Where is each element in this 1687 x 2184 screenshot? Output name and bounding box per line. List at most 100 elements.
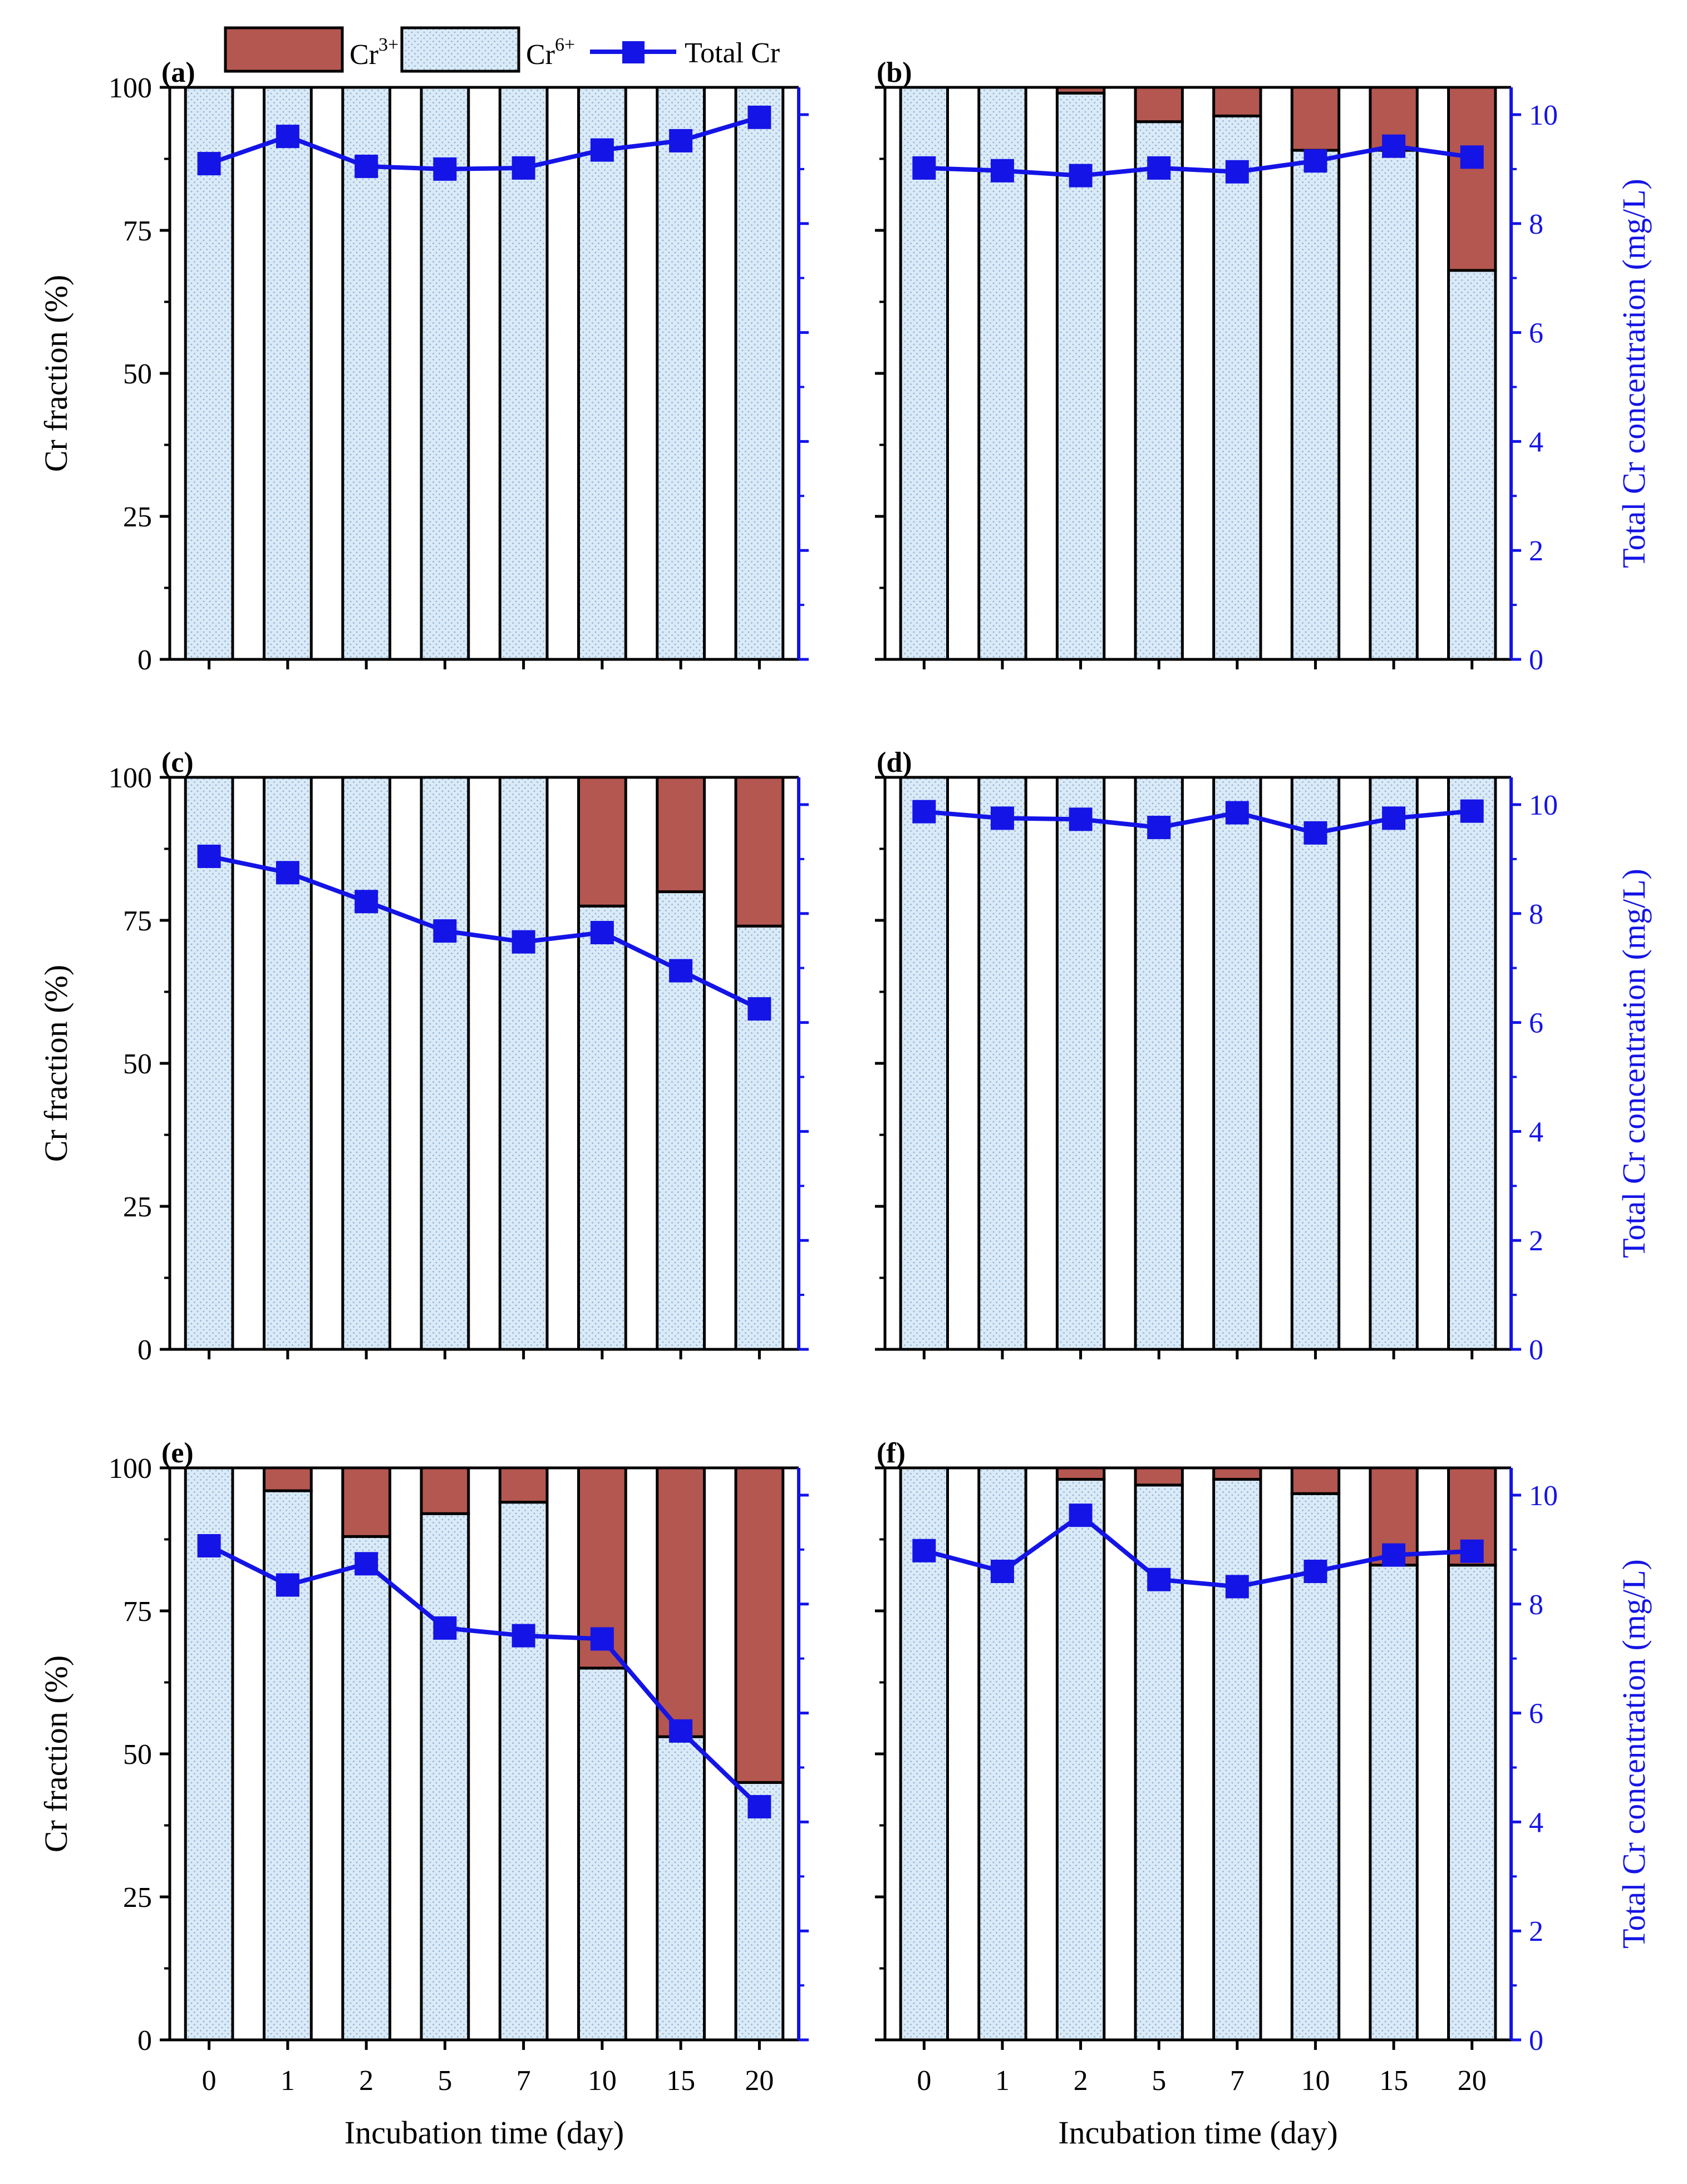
- x-tick-label: 2: [359, 2065, 373, 2097]
- right-axis-title: Total Cr concentration (mg/L): [1616, 869, 1652, 1258]
- bar-cr3: [656, 776, 706, 894]
- right-axis-title: Total Cr concentration (mg/L): [1616, 179, 1652, 568]
- bar-cr6: [341, 1535, 391, 2042]
- right-tick-label: 10: [1529, 100, 1558, 131]
- left-tick-label: 25: [123, 1191, 152, 1223]
- bar-cr6: [1290, 1492, 1341, 2042]
- bar-cr6: [977, 776, 1027, 1351]
- bar-cr6: [498, 1501, 549, 2042]
- left-axis-title: Cr fraction (%): [38, 965, 74, 1162]
- total-cr-point: [1382, 1543, 1406, 1567]
- right-tick-label: 0: [1529, 644, 1543, 676]
- legend-label-total: Total Cr: [685, 37, 780, 69]
- total-cr-point: [912, 800, 936, 824]
- x-tick-label: 7: [517, 2065, 531, 2097]
- total-cr-line: [208, 1544, 761, 1808]
- total-cr-point: [669, 129, 693, 152]
- x-axis-title: Incubation time (day): [1058, 2114, 1338, 2151]
- total-cr-point: [1460, 1539, 1484, 1563]
- bar-cr6: [1369, 1564, 1419, 2042]
- bar-cr3: [1212, 1466, 1262, 1481]
- right-tick-label: 8: [1529, 209, 1543, 240]
- bar-cr6: [420, 776, 470, 1351]
- left-tick-label: 75: [123, 215, 152, 247]
- left-tick-label: 100: [109, 1453, 152, 1485]
- right-tick-label: 10: [1529, 790, 1558, 821]
- bar-cr6: [498, 776, 549, 1351]
- left-tick-label: 0: [137, 2025, 152, 2057]
- x-tick-label: 15: [1379, 2065, 1408, 2097]
- bar-cr3: [1290, 1466, 1341, 1495]
- bar-cr3: [420, 1466, 470, 1515]
- bar-cr3: [656, 1466, 706, 1738]
- total-cr-line: [923, 808, 1473, 835]
- bar-cr3: [498, 1466, 549, 1504]
- total-cr-point: [276, 861, 299, 885]
- panel-b: 0 2 4 6 8 10 (b) Total Cr concentration (mg/L): [875, 57, 1652, 676]
- total-cr-point: [1304, 821, 1327, 845]
- x-tick-label: 10: [1301, 2065, 1330, 2097]
- bar-cr6: [1369, 776, 1419, 1351]
- left-tick-label: 50: [123, 358, 152, 390]
- total-cr-point: [912, 1539, 936, 1562]
- total-cr-line: [208, 115, 760, 171]
- bar-cr3: [341, 1466, 391, 1538]
- right-tick-label: 10: [1529, 1480, 1558, 1512]
- bar-cr6: [1447, 776, 1497, 1351]
- bar-cr6: [577, 1667, 627, 2042]
- bar-cr6: [1134, 120, 1184, 661]
- bar-cr3: [734, 1466, 785, 1784]
- left-axis-title: Cr fraction (%): [38, 275, 74, 472]
- legend-swatch-cr6: [400, 26, 520, 73]
- total-cr-point: [1304, 149, 1327, 173]
- bar-cr6: [734, 1781, 785, 2042]
- right-tick-label: 6: [1529, 318, 1543, 349]
- x-tick-label: 5: [1152, 2065, 1166, 2097]
- total-cr-point: [197, 1534, 221, 1558]
- bar-cr6: [656, 86, 706, 661]
- right-tick-label: 0: [1529, 2025, 1543, 2057]
- bar-cr3: [577, 1466, 627, 1670]
- bar-cr6: [1447, 1564, 1497, 2042]
- panel-label: (d): [877, 747, 912, 778]
- total-cr-point: [990, 806, 1014, 830]
- left-tick-label: 75: [123, 905, 152, 937]
- bar-cr6: [1212, 776, 1262, 1351]
- x-tick-label: 2: [1074, 2065, 1088, 2097]
- right-tick-label: 2: [1529, 1225, 1543, 1257]
- total-cr-point: [747, 1794, 771, 1818]
- legend-label-cr3: Cr3+: [350, 34, 399, 71]
- total-cr-point: [197, 844, 221, 868]
- left-tick-label: 100: [109, 72, 152, 104]
- panel-label: (b): [877, 57, 912, 88]
- total-cr-point: [747, 997, 771, 1021]
- bar-cr6: [184, 776, 234, 1351]
- bar-cr6: [341, 86, 391, 661]
- total-cr-line: [208, 854, 761, 1011]
- bar-cr3: [734, 776, 785, 928]
- right-tick-label: 0: [1529, 1334, 1543, 1366]
- right-axis-title: Total Cr concentration (mg/L): [1616, 1559, 1652, 1949]
- bar-cr3: [1134, 86, 1184, 124]
- panel-label: (a): [161, 57, 195, 88]
- total-cr-point: [1225, 1575, 1249, 1599]
- x-tick-label: 20: [1458, 2065, 1487, 2097]
- total-cr-point: [1069, 1503, 1093, 1527]
- bar-cr3: [1447, 86, 1497, 272]
- bar-cr6: [899, 776, 949, 1351]
- total-cr-point: [1147, 156, 1171, 180]
- total-cr-point: [990, 1560, 1014, 1584]
- total-cr-point: [747, 105, 771, 129]
- total-cr-point: [511, 1624, 535, 1648]
- x-tick-label: 0: [917, 2065, 931, 2097]
- panel-d: 0 2 4 6 8 10 (d) Total Cr concentration (mg/L): [875, 747, 1652, 1366]
- bar-cr6: [899, 86, 949, 661]
- bar-cr6: [1290, 776, 1341, 1351]
- total-cr-point: [276, 1573, 299, 1597]
- bar-cr3: [1212, 86, 1262, 117]
- x-tick-label: 1: [281, 2065, 295, 2097]
- total-cr-point: [511, 156, 535, 180]
- total-cr-point: [1460, 799, 1484, 823]
- left-tick-label: 0: [137, 644, 152, 676]
